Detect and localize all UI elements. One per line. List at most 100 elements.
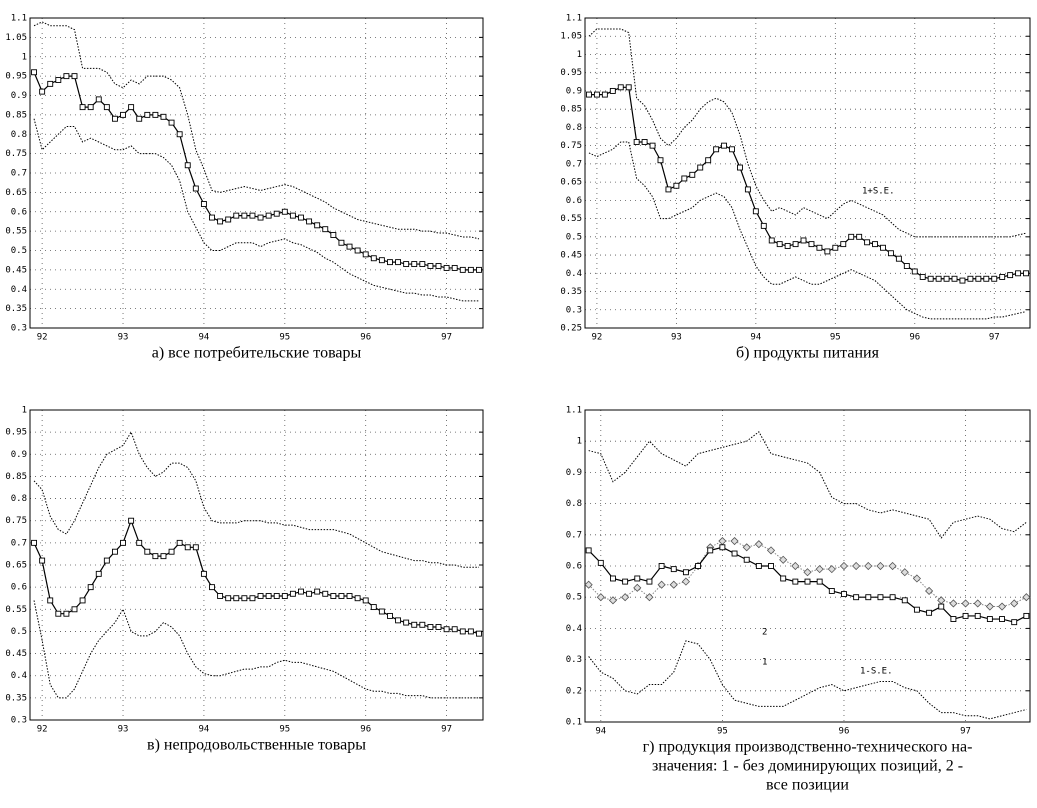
x-tick-label: 93 bbox=[671, 333, 682, 343]
point-marker bbox=[997, 602, 1007, 611]
point-marker bbox=[816, 244, 823, 251]
x-tick-label: 92 bbox=[37, 725, 48, 735]
chart-caption: значения: 1 - без доминирующих позиций, … bbox=[652, 758, 963, 775]
x-tick-label: 95 bbox=[830, 333, 841, 343]
y-tick-label: 1.05 bbox=[560, 32, 582, 42]
point-marker bbox=[975, 275, 982, 282]
y-tick-label: 0.1 bbox=[566, 718, 582, 728]
point-marker bbox=[938, 603, 945, 610]
point-marker bbox=[597, 559, 604, 566]
point-marker bbox=[1023, 612, 1030, 619]
point-marker bbox=[176, 131, 183, 138]
y-tick-label: 0.4 bbox=[11, 671, 27, 681]
point-marker bbox=[419, 261, 426, 268]
point-marker bbox=[249, 595, 256, 602]
point-marker bbox=[808, 241, 815, 248]
point-marker bbox=[707, 547, 714, 554]
point-marker bbox=[766, 546, 776, 555]
point-marker bbox=[731, 550, 738, 557]
point-marker bbox=[289, 212, 296, 219]
point-marker bbox=[601, 91, 608, 98]
point-marker bbox=[903, 263, 910, 269]
point-marker bbox=[209, 584, 215, 591]
chart-caption: б) продукты питания bbox=[736, 345, 880, 362]
point-marker bbox=[889, 594, 896, 601]
point-marker bbox=[476, 630, 482, 637]
point-marker bbox=[63, 610, 70, 617]
point-marker bbox=[697, 164, 704, 171]
y-tick-label: 1 bbox=[577, 50, 582, 60]
y-tick-label: 0.6 bbox=[11, 583, 27, 593]
point-marker bbox=[983, 275, 990, 282]
point-marker bbox=[120, 111, 126, 118]
point-marker bbox=[241, 595, 248, 602]
point-marker bbox=[585, 547, 592, 554]
point-marker bbox=[584, 580, 593, 589]
point-marker bbox=[95, 96, 102, 103]
point-marker bbox=[298, 588, 304, 595]
y-tick-label: 0.6 bbox=[11, 207, 27, 217]
point-marker bbox=[768, 563, 774, 569]
x-tick-label: 92 bbox=[37, 333, 48, 343]
point-marker bbox=[111, 548, 118, 555]
y-tick-label: 1.1 bbox=[566, 14, 582, 24]
point-marker bbox=[39, 557, 46, 564]
point-marker bbox=[951, 275, 958, 282]
point-marker bbox=[55, 610, 62, 617]
point-marker bbox=[729, 146, 735, 153]
point-marker bbox=[779, 555, 788, 564]
y-tick-label: 0.75 bbox=[5, 516, 27, 526]
point-marker bbox=[689, 171, 696, 178]
point-marker bbox=[435, 263, 442, 269]
point-marker bbox=[864, 239, 871, 246]
y-tick-label: 0.7 bbox=[11, 538, 27, 548]
point-marker bbox=[95, 570, 102, 577]
point-marker bbox=[451, 264, 458, 271]
point-marker bbox=[887, 250, 894, 257]
point-marker bbox=[586, 91, 592, 98]
point-marker bbox=[144, 111, 151, 118]
y-tick-label: 0.9 bbox=[566, 468, 582, 478]
point-marker bbox=[633, 139, 640, 145]
y-tick-label: 0.55 bbox=[5, 227, 27, 237]
point-marker bbox=[443, 264, 450, 271]
point-marker bbox=[273, 593, 280, 599]
annotation: 1+S.E. bbox=[862, 187, 895, 197]
y-tick-label: 0.85 bbox=[560, 105, 582, 115]
point-marker bbox=[609, 87, 616, 94]
point-marker bbox=[265, 212, 272, 219]
point-marker bbox=[721, 142, 728, 149]
point-marker bbox=[673, 182, 680, 189]
point-marker bbox=[387, 259, 393, 266]
y-tick-label: 0.3 bbox=[566, 305, 582, 315]
point-marker bbox=[974, 612, 981, 619]
point-marker bbox=[103, 557, 110, 564]
point-marker bbox=[168, 548, 175, 555]
point-marker bbox=[718, 536, 727, 546]
point-marker bbox=[919, 273, 926, 280]
y-tick-label: 1.1 bbox=[566, 406, 582, 416]
point-marker bbox=[634, 575, 641, 582]
point-marker bbox=[200, 201, 207, 207]
point-marker bbox=[39, 88, 46, 95]
point-marker bbox=[176, 539, 183, 546]
point-marker bbox=[467, 628, 474, 635]
point-marker bbox=[209, 214, 215, 221]
point-marker bbox=[610, 575, 616, 582]
point-marker bbox=[912, 574, 921, 583]
point-marker bbox=[354, 595, 361, 602]
point-marker bbox=[665, 186, 672, 193]
y-tick-label: 1.05 bbox=[5, 33, 27, 43]
point-marker bbox=[217, 218, 224, 225]
point-marker bbox=[959, 277, 966, 284]
y-tick-label: 0.5 bbox=[566, 232, 582, 242]
point-marker bbox=[593, 91, 600, 98]
chart-caption: в) непродовольственные товары bbox=[147, 737, 366, 754]
point-marker bbox=[281, 593, 288, 599]
point-marker bbox=[617, 84, 624, 91]
point-marker bbox=[841, 591, 847, 598]
point-marker bbox=[792, 578, 799, 585]
point-marker bbox=[338, 239, 345, 246]
point-marker bbox=[467, 266, 474, 273]
chart-caption: а) все потребительские товары bbox=[152, 345, 362, 362]
